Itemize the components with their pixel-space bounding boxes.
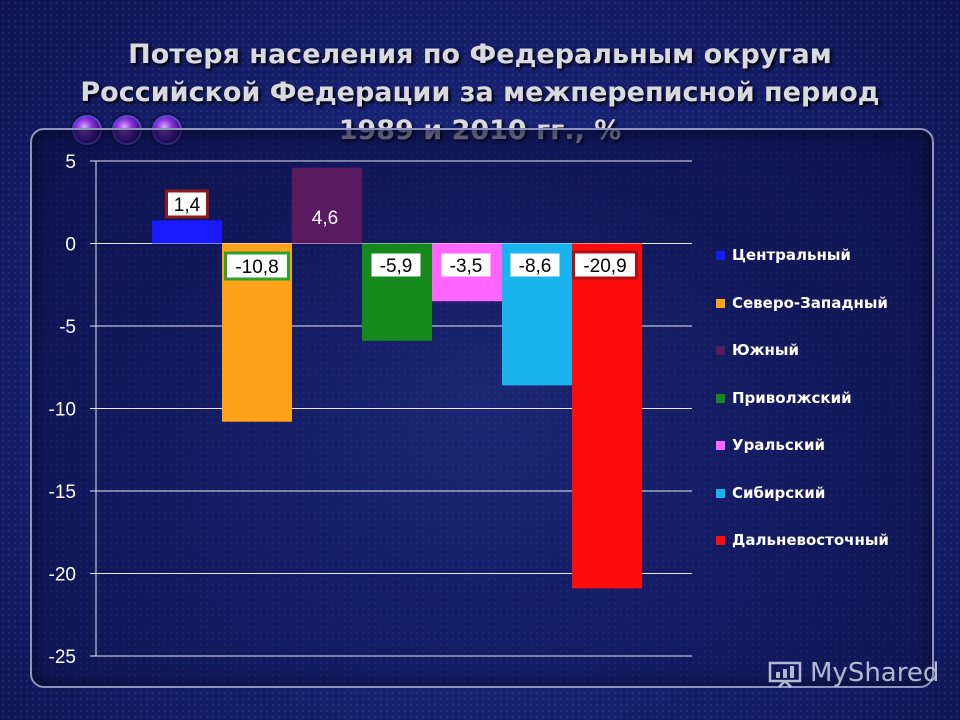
data-label-box xyxy=(572,250,638,280)
legend-label: Дальневосточный xyxy=(732,531,889,549)
legend-swatch xyxy=(716,346,725,355)
legend-label: Центральный xyxy=(732,246,851,264)
y-tick-label: 5 xyxy=(65,152,76,173)
bar xyxy=(572,243,642,589)
data-label: -8,6 xyxy=(519,256,552,277)
legend-label: Приволжский xyxy=(732,388,852,407)
data-label-box xyxy=(165,189,209,219)
data-label-box xyxy=(224,251,290,281)
legend-label: Уральский xyxy=(732,436,825,454)
data-label-box xyxy=(507,250,563,280)
legend-label: Южный xyxy=(732,341,799,359)
y-tick-label: -15 xyxy=(49,482,76,503)
y-tick-label: -10 xyxy=(49,400,76,421)
y-tick-label: -25 xyxy=(49,647,76,668)
watermark-text: MyShared xyxy=(810,658,940,688)
data-label: -10,8 xyxy=(235,257,278,278)
y-tick-label: -5 xyxy=(59,317,76,338)
y-tick-label: 0 xyxy=(65,235,76,256)
legend-swatch xyxy=(716,393,725,403)
legend-swatch xyxy=(716,251,725,260)
data-label: 4,6 xyxy=(312,208,338,229)
legend-swatch xyxy=(716,488,725,498)
presentation-icon xyxy=(768,661,802,688)
slide-title: Потеря населения по Федеральным округам … xyxy=(80,39,880,146)
data-label: -5,9 xyxy=(380,256,413,277)
data-label-box xyxy=(438,250,494,280)
y-tick-label: -20 xyxy=(49,565,76,586)
legend-swatch xyxy=(716,441,725,450)
data-label-box xyxy=(368,250,424,280)
legend-label: Северо-Западный xyxy=(732,293,888,312)
bar xyxy=(152,220,222,244)
bar xyxy=(292,167,362,244)
data-label: 1,4 xyxy=(174,195,201,216)
legend-swatch xyxy=(716,536,725,545)
data-label: -20,9 xyxy=(583,256,626,277)
legend-label: Сибирский xyxy=(732,483,826,502)
legend-swatch xyxy=(716,298,725,308)
data-label: -3,5 xyxy=(450,256,483,277)
